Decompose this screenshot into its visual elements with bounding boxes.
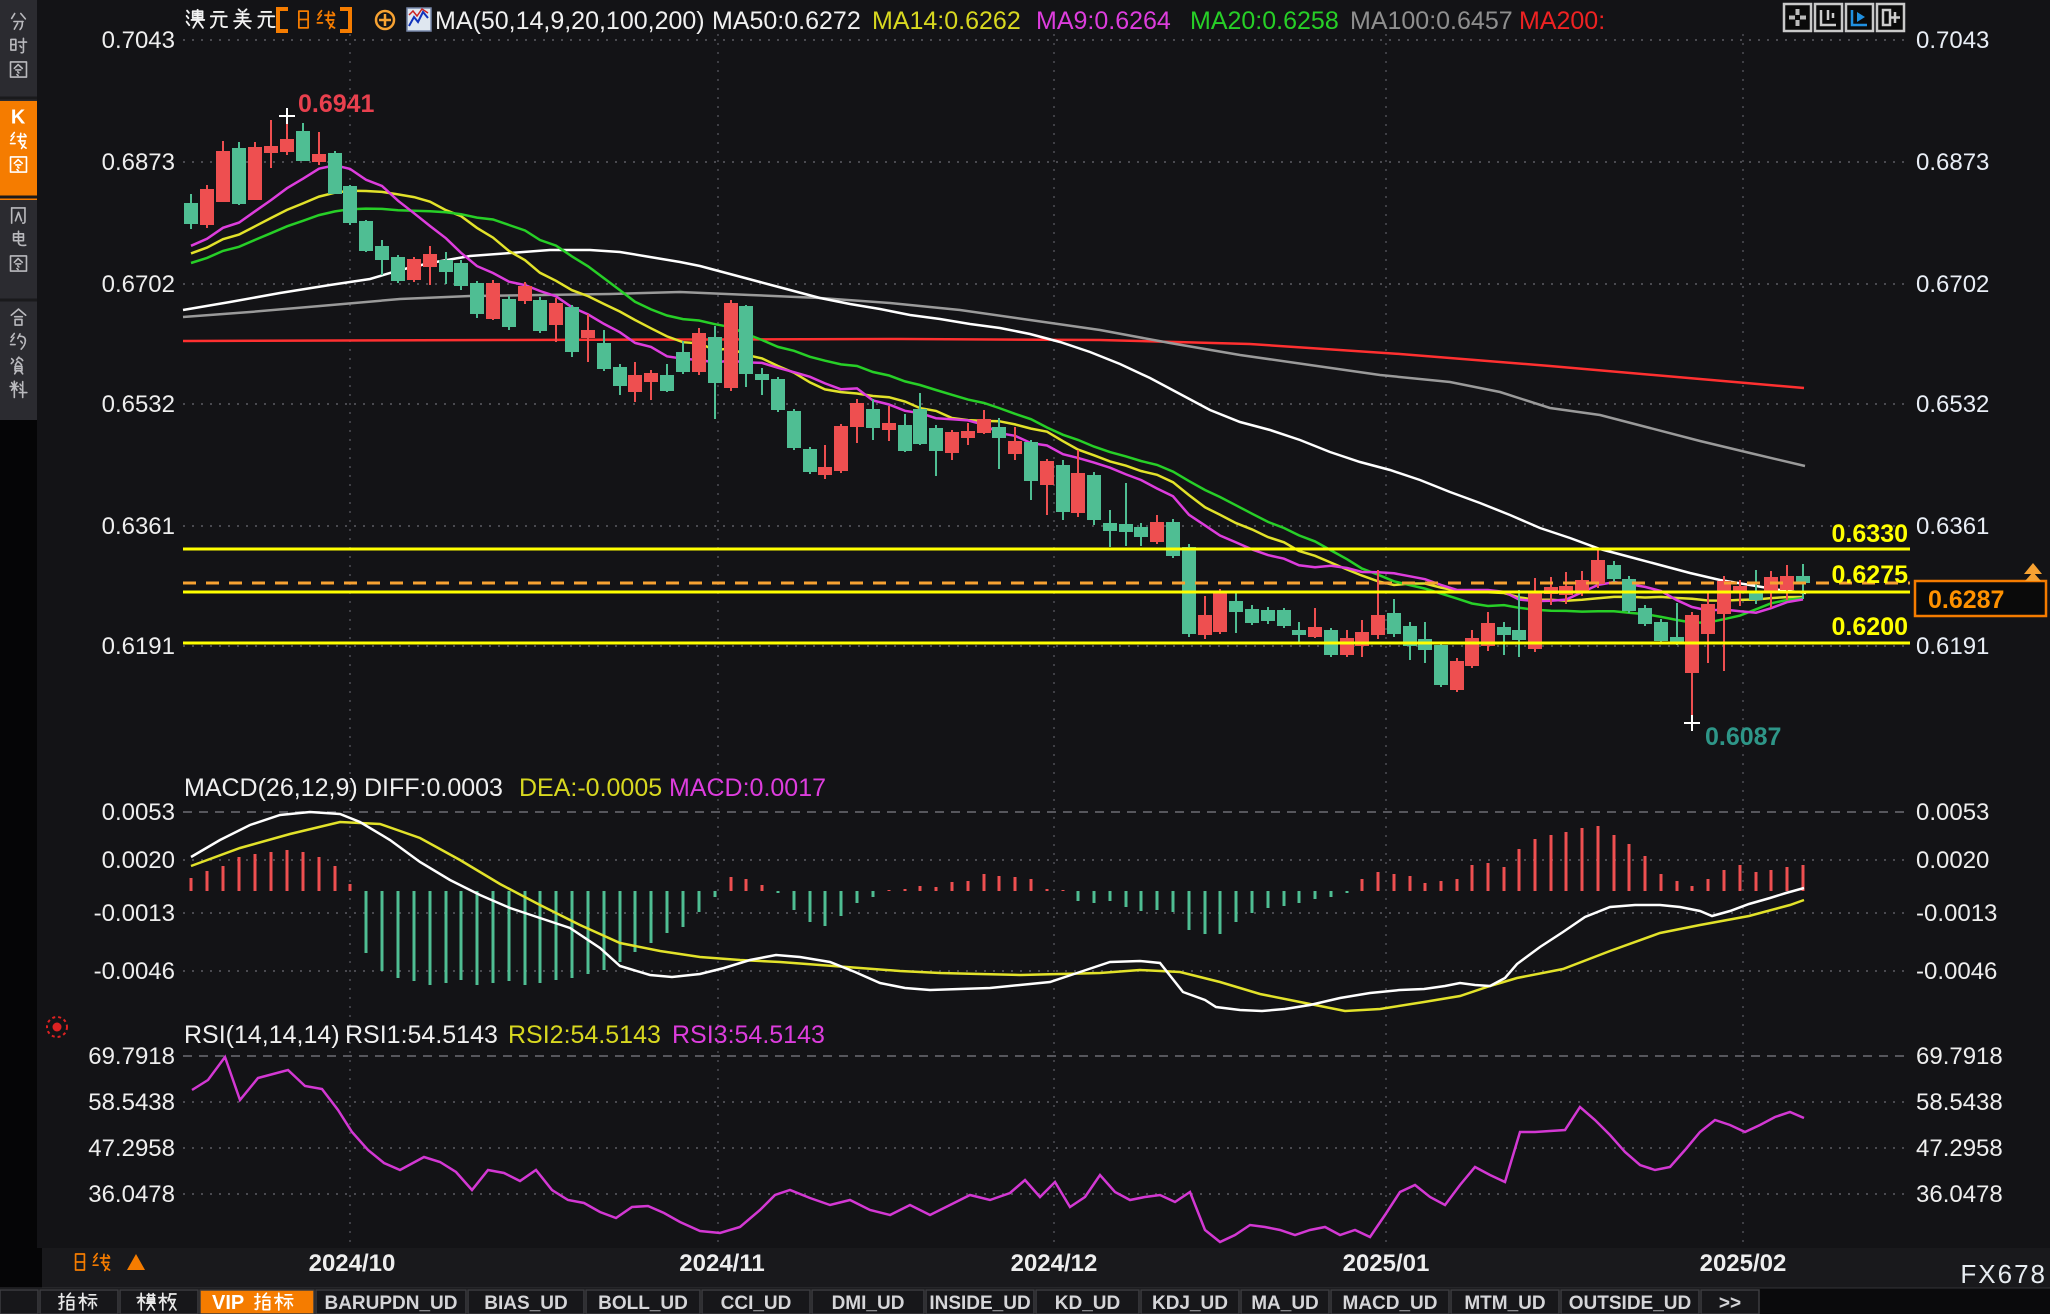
svg-text:0.6191: 0.6191 bbox=[1916, 633, 1989, 660]
svg-text:58.5438: 58.5438 bbox=[1916, 1089, 2003, 1116]
svg-text:2024/10: 2024/10 bbox=[309, 1250, 396, 1277]
svg-text:47.2958: 47.2958 bbox=[1916, 1135, 2003, 1162]
svg-text:OUTSIDE_UD: OUTSIDE_UD bbox=[1569, 1293, 1691, 1314]
svg-text:0.6191: 0.6191 bbox=[102, 633, 175, 660]
svg-text:CCI_UD: CCI_UD bbox=[721, 1293, 792, 1314]
svg-text:DEA:-0.0005: DEA:-0.0005 bbox=[519, 774, 662, 802]
svg-text:0.6702: 0.6702 bbox=[1916, 271, 1989, 298]
svg-text:RSI2:54.5143: RSI2:54.5143 bbox=[508, 1021, 661, 1049]
svg-text:0.6532: 0.6532 bbox=[1916, 391, 1989, 418]
svg-text:MA50:0.6272: MA50:0.6272 bbox=[712, 7, 861, 35]
svg-text:FX678: FX678 bbox=[1960, 1259, 2047, 1289]
svg-text:DMI_UD: DMI_UD bbox=[832, 1293, 905, 1314]
svg-text:0.0020: 0.0020 bbox=[102, 847, 175, 874]
svg-text:RSI(14,14,14): RSI(14,14,14) bbox=[184, 1021, 340, 1049]
svg-text:0.6087: 0.6087 bbox=[1705, 723, 1781, 751]
svg-text:MACD(26,12,9): MACD(26,12,9) bbox=[184, 774, 358, 802]
svg-text:MA20:0.6258: MA20:0.6258 bbox=[1190, 7, 1339, 35]
svg-text:0.6941: 0.6941 bbox=[298, 90, 375, 118]
svg-text:KD_UD: KD_UD bbox=[1055, 1293, 1120, 1314]
svg-text:MA200:: MA200: bbox=[1519, 7, 1605, 35]
svg-text:DIFF:0.0003: DIFF:0.0003 bbox=[364, 774, 503, 802]
svg-text:36.0478: 36.0478 bbox=[88, 1181, 175, 1208]
svg-text:0.6532: 0.6532 bbox=[102, 391, 175, 418]
svg-text:-0.0013: -0.0013 bbox=[1916, 900, 1997, 927]
svg-text:BIAS_UD: BIAS_UD bbox=[484, 1293, 567, 1314]
svg-text:0.6275: 0.6275 bbox=[1832, 561, 1909, 589]
svg-text:69.7918: 69.7918 bbox=[88, 1043, 175, 1070]
svg-text:0.0053: 0.0053 bbox=[102, 799, 175, 826]
svg-text:MA_UD: MA_UD bbox=[1251, 1293, 1319, 1314]
svg-text:MA14:0.6262: MA14:0.6262 bbox=[872, 7, 1021, 35]
svg-text:RSI3:54.5143: RSI3:54.5143 bbox=[672, 1021, 825, 1049]
svg-text:>>: >> bbox=[1719, 1293, 1741, 1314]
svg-text:2024/11: 2024/11 bbox=[679, 1250, 764, 1277]
svg-text:0.6361: 0.6361 bbox=[1916, 513, 1989, 540]
svg-text:0.7043: 0.7043 bbox=[1916, 27, 1989, 54]
svg-text:RSI1:54.5143: RSI1:54.5143 bbox=[345, 1021, 498, 1049]
svg-text:2025/02: 2025/02 bbox=[1700, 1250, 1787, 1277]
svg-text:47.2958: 47.2958 bbox=[88, 1135, 175, 1162]
svg-text:0.6330: 0.6330 bbox=[1832, 520, 1908, 548]
svg-text:58.5438: 58.5438 bbox=[88, 1089, 175, 1116]
svg-text:-0.0046: -0.0046 bbox=[1916, 958, 1997, 985]
svg-text:MACD:0.0017: MACD:0.0017 bbox=[669, 774, 826, 802]
svg-text:MA100:0.6457: MA100:0.6457 bbox=[1350, 7, 1513, 35]
svg-text:K: K bbox=[11, 107, 26, 129]
svg-text:KDJ_UD: KDJ_UD bbox=[1152, 1293, 1228, 1314]
svg-text:MA9:0.6264: MA9:0.6264 bbox=[1036, 7, 1171, 35]
svg-text:0.6873: 0.6873 bbox=[1916, 149, 1989, 176]
svg-text:MA(50,14,9,20,100,200): MA(50,14,9,20,100,200) bbox=[435, 7, 705, 35]
svg-text:-0.0046: -0.0046 bbox=[94, 958, 175, 985]
svg-text:69.7918: 69.7918 bbox=[1916, 1043, 2003, 1070]
svg-text:BARUPDN_UD: BARUPDN_UD bbox=[324, 1293, 457, 1314]
svg-text:2024/12: 2024/12 bbox=[1011, 1250, 1098, 1277]
svg-text:MTM_UD: MTM_UD bbox=[1464, 1293, 1545, 1314]
svg-text:MACD_UD: MACD_UD bbox=[1343, 1293, 1438, 1314]
svg-text:BOLL_UD: BOLL_UD bbox=[598, 1293, 688, 1314]
svg-text:2025/01: 2025/01 bbox=[1343, 1250, 1430, 1277]
svg-text:0.0053: 0.0053 bbox=[1916, 799, 1989, 826]
svg-text:-0.0013: -0.0013 bbox=[94, 900, 175, 927]
svg-text:36.0478: 36.0478 bbox=[1916, 1181, 2003, 1208]
svg-text:INSIDE_UD: INSIDE_UD bbox=[929, 1293, 1030, 1314]
svg-text:0.6287: 0.6287 bbox=[1928, 586, 2004, 614]
svg-text:0.6873: 0.6873 bbox=[102, 149, 175, 176]
svg-text:VIP: VIP bbox=[212, 1292, 244, 1314]
svg-text:0.0020: 0.0020 bbox=[1916, 847, 1989, 874]
svg-text:0.6361: 0.6361 bbox=[102, 513, 175, 540]
svg-text:0.6702: 0.6702 bbox=[102, 271, 175, 298]
svg-text:0.6200: 0.6200 bbox=[1832, 613, 1908, 641]
svg-text:0.7043: 0.7043 bbox=[102, 27, 175, 54]
